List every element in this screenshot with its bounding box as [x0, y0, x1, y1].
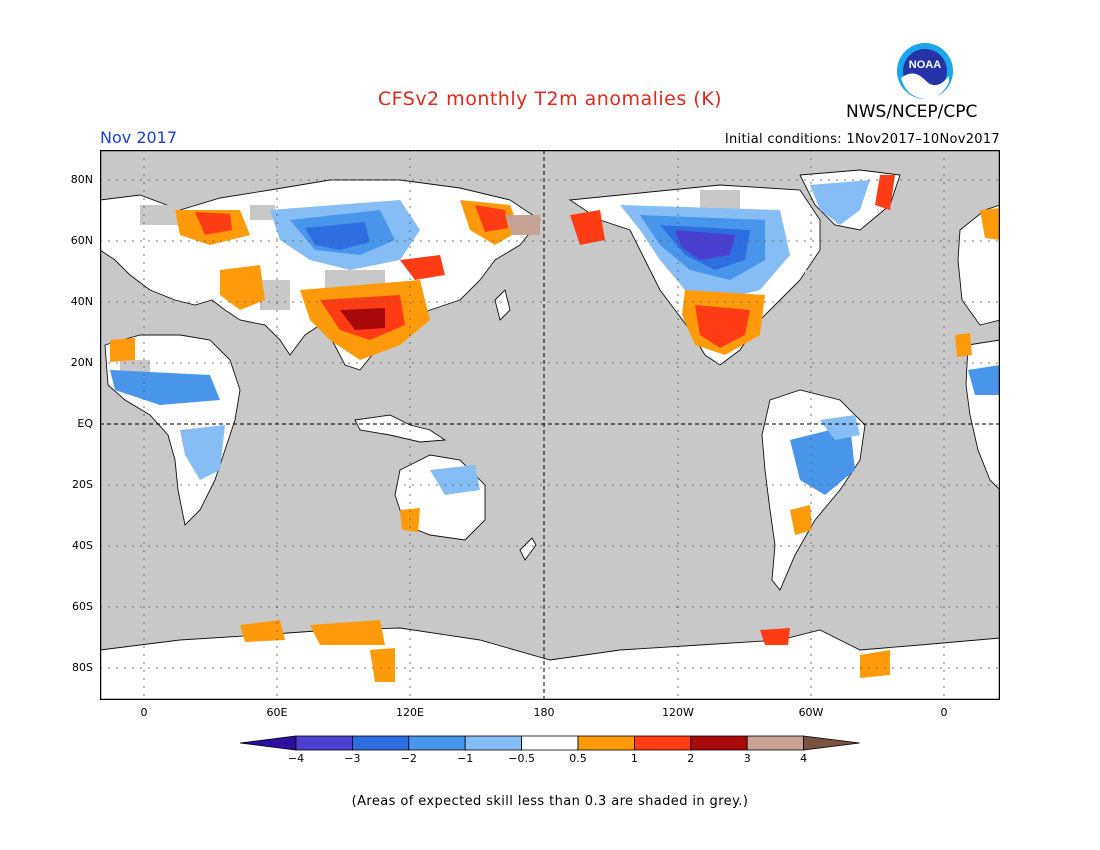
lon-label: 0 — [140, 706, 148, 719]
lon-label: 120E — [396, 706, 424, 719]
colorbar-box — [577, 735, 635, 751]
antarctica-landmass — [100, 627, 1000, 700]
colorbar-arrow-high — [803, 735, 860, 751]
lat-label: 80N — [70, 173, 93, 186]
colorbar — [239, 734, 860, 752]
colorbar-box — [352, 735, 410, 751]
reference-lines — [100, 150, 1000, 700]
warm-anomalies — [110, 175, 1000, 682]
colorbar-tick-label: 4 — [800, 752, 808, 765]
agency-label: NWS/NCEP/CPC — [846, 102, 978, 122]
initial-conditions-label: Initial conditions: 1Nov2017–10Nov2017 — [724, 132, 1000, 147]
colorbar-arrow-low — [239, 735, 297, 751]
colorbar-tick-label: 2 — [687, 752, 695, 765]
lon-label: 60W — [798, 706, 824, 719]
colorbar-tick-label: −1 — [457, 752, 474, 765]
grid-lines — [100, 150, 1000, 700]
month-label: Nov 2017 — [100, 128, 178, 147]
lat-label: 20N — [70, 356, 93, 369]
colorbar-box — [690, 735, 748, 751]
map-title: CFSv2 monthly T2m anomalies (K) — [377, 88, 723, 110]
lon-label: 0 — [940, 706, 948, 719]
colorbar-box — [464, 735, 522, 751]
colorbar-box — [408, 735, 466, 751]
lat-label: 60N — [70, 234, 93, 247]
lon-label: 60E — [266, 706, 288, 719]
colorbar-box — [746, 735, 805, 751]
colorbar-tick-label: −2 — [400, 752, 417, 765]
anomaly-map — [99, 149, 1001, 701]
lat-label: 60S — [72, 600, 93, 613]
colorbar-box — [295, 735, 353, 751]
indonesia-islands — [354, 414, 447, 443]
map-frame — [99, 149, 1001, 701]
footnote: (Areas of expected skill less than 0.3 a… — [351, 794, 749, 809]
japan-landmass — [494, 289, 511, 321]
colorbar-box — [521, 735, 579, 751]
lon-label: 180 — [533, 706, 555, 719]
lat-label: 40S — [72, 539, 93, 552]
colorbar-box — [633, 735, 692, 751]
colorbar-tick-label: −0.5 — [508, 752, 535, 765]
colorbar-tick-label: 1 — [630, 752, 638, 765]
lat-label: 40N — [70, 295, 93, 308]
lon-label: 120W — [662, 706, 694, 719]
new-zealand-landmass — [519, 537, 537, 561]
svg-text:NOAA: NOAA — [909, 59, 941, 71]
colorbar-tick-label: −3 — [344, 752, 361, 765]
cold-anomalies — [110, 180, 1000, 495]
colorbar-tick-label: 3 — [743, 752, 751, 765]
noaa-logo: NOAA — [896, 42, 954, 100]
colorbar-tick-label: −4 — [287, 752, 305, 765]
lat-label: EQ — [77, 417, 93, 430]
colorbar-tick-label: 0.5 — [569, 752, 587, 765]
lat-label: 80S — [72, 661, 93, 674]
lat-label: 20S — [72, 478, 93, 491]
